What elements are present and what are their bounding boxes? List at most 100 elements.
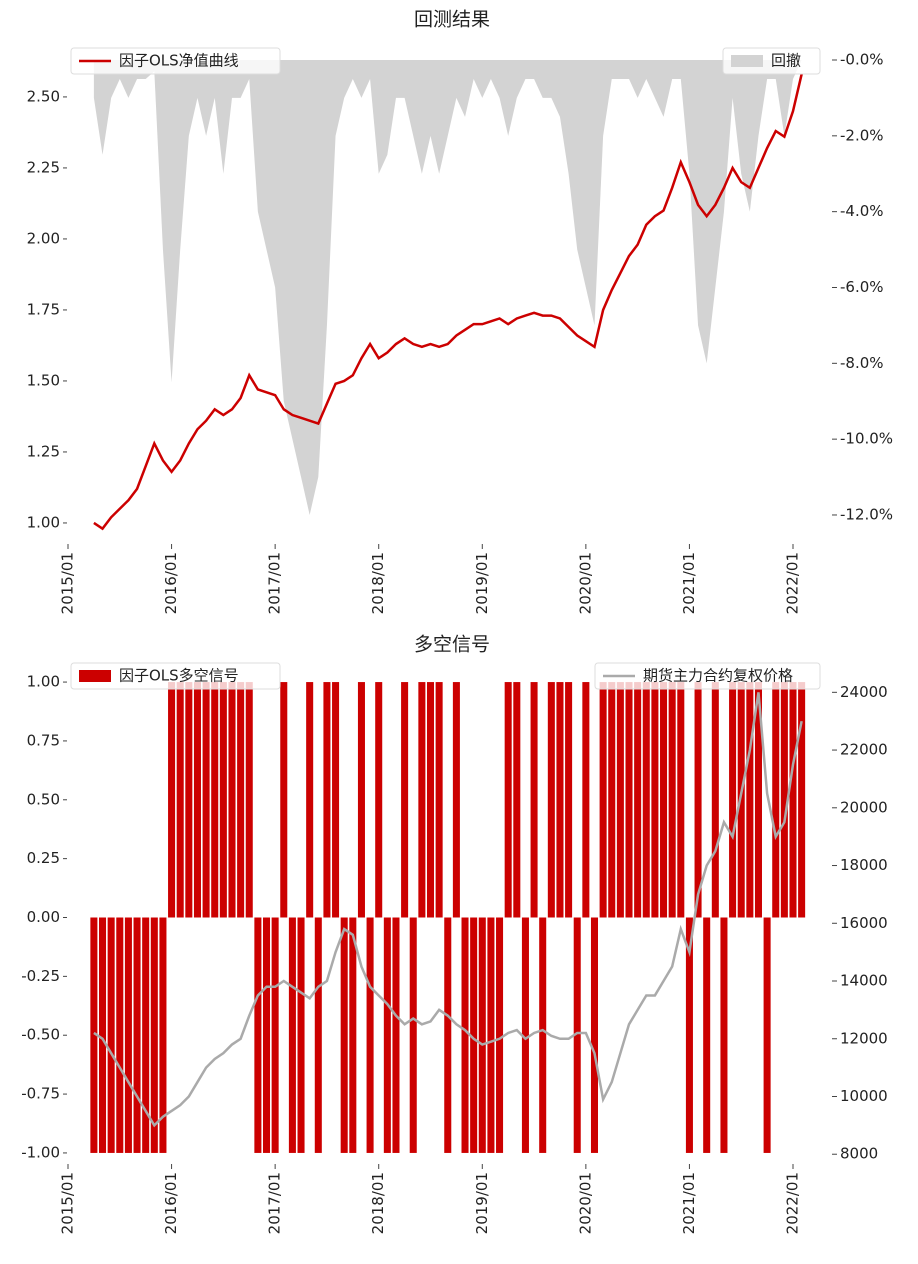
signal-bar [685,917,693,1153]
x-tick-label: 2015/01 [59,552,77,614]
signal-bar [116,917,124,1153]
signal-bar [780,682,788,918]
signal-bar [582,682,590,918]
y2-tick-label: -4.0% [840,202,884,220]
y2-tick-label: -12.0% [840,505,893,523]
y2-tick-label: 22000 [840,741,888,759]
signal-bar [185,682,193,918]
legend-label: 因子OLS多空信号 [119,667,239,685]
signal-bar [547,682,555,918]
y-tick-label: -0.25 [21,967,60,985]
y2-tick-label: 8000 [840,1145,878,1163]
legend-label: 因子OLS净值曲线 [119,52,239,70]
signal-bar [401,682,409,918]
signal-bar [168,682,176,918]
y2-tick-label: 12000 [840,1029,888,1047]
x-tick-label: 2020/01 [576,1172,594,1234]
legend-label: 回撤 [771,52,801,70]
x-tick-label: 2017/01 [266,552,284,614]
signal-bar [124,917,132,1153]
y-tick-label: 0.75 [27,731,60,749]
signal-bar [228,682,236,918]
legend-box [70,47,281,75]
x-tick-label: 2016/01 [162,1172,180,1234]
signal-bar [159,917,167,1153]
signal-bar [452,682,460,918]
legend-label: 期货主力合约复权价格 [643,667,793,685]
signal-bar [211,682,219,918]
signal-bar [297,917,305,1153]
y2-tick-label: 20000 [840,798,888,816]
signal-bar [288,917,296,1153]
signal-bar [754,682,762,918]
signal-bar [720,917,728,1153]
signal-bar [798,682,806,918]
series-line [93,692,803,1128]
signal-bar [746,682,754,918]
y-tick-label: 2.00 [27,229,60,247]
signal-bar [616,682,624,918]
signal-bar [789,682,797,918]
y-tick-label: 2.50 [27,87,60,105]
signal-bar [332,682,340,918]
signal-bar [711,682,719,918]
legend-swatch [731,55,763,67]
y-tick-label: -0.50 [21,1026,60,1044]
chart-title: 多空信号 [414,634,490,656]
x-tick-label: 2016/01 [162,552,180,614]
y-tick-label: 1.75 [27,300,60,318]
signal-bar [651,682,659,918]
signal-bar [271,917,279,1153]
x-tick-label: 2020/01 [576,552,594,614]
x-tick-label: 2019/01 [473,1172,491,1234]
x-tick-label: 2015/01 [59,1172,77,1234]
signal-bar [90,917,98,1153]
y-tick-label: 0.00 [27,908,60,926]
legend-box [70,662,281,690]
y2-tick-label: 24000 [840,683,888,701]
signal-bar [202,682,210,918]
y-tick-label: 1.50 [27,371,60,389]
signal-bar [306,682,314,918]
signal-bar [737,682,745,918]
signal-bar [340,917,348,1153]
signal-bar [323,682,331,918]
y-tick-label: -0.75 [21,1085,60,1103]
signal-bar [418,682,426,918]
y2-tick-label: -8.0% [840,354,884,372]
signal-bar [366,917,374,1153]
y2-tick-label: -2.0% [840,126,884,144]
signal-bar [237,682,245,918]
x-tick-label: 2022/01 [784,552,802,614]
signal-bar [642,682,650,918]
signal-bar [150,917,158,1153]
signal-bar [435,682,443,918]
y-tick-label: 2.25 [27,158,60,176]
signal-bar [280,682,288,918]
signal-bar [193,682,201,918]
signal-bar [176,682,184,918]
signal-bar [375,682,383,918]
series-line [93,73,803,531]
signal-bar [625,682,633,918]
signal-bar [461,917,469,1153]
legend-swatch [79,670,111,682]
signal-bar [504,682,512,918]
signal-bar [772,682,780,918]
signal-bar [133,917,141,1153]
x-tick-label: 2021/01 [680,552,698,614]
signal-bar [409,917,417,1153]
signal-bar [496,917,504,1153]
signal-bar [565,682,573,918]
signal-bar [703,917,711,1153]
y2-tick-label: -10.0% [840,430,893,448]
y2-tick-label: 18000 [840,856,888,874]
x-tick-label: 2019/01 [473,552,491,614]
signal-bar [530,682,538,918]
signal-bar [590,917,599,1153]
y-tick-label: 0.50 [27,790,60,808]
signal-bar [99,917,107,1153]
signal-bar [608,682,616,918]
drawdown-area [93,60,802,515]
signal-bar [677,682,685,918]
